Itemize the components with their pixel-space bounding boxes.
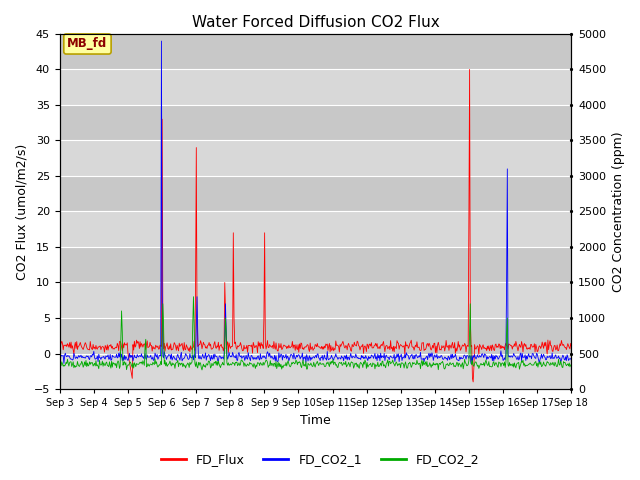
FD_Flux xyxy=(466,67,474,72)
FD_CO2_1 xyxy=(198,356,205,362)
Line: FD_CO2_2: FD_CO2_2 xyxy=(60,297,572,370)
Y-axis label: CO2 Concentration (ppm): CO2 Concentration (ppm) xyxy=(612,131,625,292)
Bar xyxy=(60,176,572,212)
FD_CO2_2 xyxy=(56,363,63,369)
FD_CO2_2 xyxy=(568,362,575,368)
Bar xyxy=(60,141,572,176)
FD_CO2_1 xyxy=(56,354,63,360)
FD_CO2_2 xyxy=(118,308,125,314)
FD_Flux xyxy=(196,338,204,344)
FD_Flux xyxy=(469,379,477,385)
FD_CO2_1 xyxy=(170,355,178,360)
FD_Flux xyxy=(118,344,125,350)
FD_Flux xyxy=(568,344,575,349)
FD_CO2_1 xyxy=(118,351,125,357)
Bar xyxy=(60,105,572,141)
Bar xyxy=(60,34,572,70)
FD_Flux xyxy=(392,346,400,351)
Bar xyxy=(60,318,572,353)
FD_CO2_2 xyxy=(170,361,177,367)
FD_Flux xyxy=(65,344,73,350)
Text: MB_fd: MB_fd xyxy=(67,37,108,50)
FD_CO2_2 xyxy=(65,363,73,369)
FD_CO2_1 xyxy=(467,361,475,367)
Bar xyxy=(60,353,572,389)
FD_CO2_1 xyxy=(65,353,73,359)
X-axis label: Time: Time xyxy=(300,414,331,427)
FD_CO2_1 xyxy=(393,351,401,357)
Y-axis label: CO2 Flux (umol/m2/s): CO2 Flux (umol/m2/s) xyxy=(15,144,28,280)
FD_CO2_1 xyxy=(157,38,165,44)
FD_CO2_1 xyxy=(378,353,386,359)
FD_CO2_2 xyxy=(198,365,205,371)
FD_CO2_1 xyxy=(568,357,575,363)
Bar xyxy=(60,212,572,247)
Line: FD_Flux: FD_Flux xyxy=(60,70,572,382)
Bar xyxy=(60,283,572,318)
FD_CO2_2 xyxy=(379,358,387,364)
Bar xyxy=(60,247,572,283)
FD_Flux xyxy=(170,343,177,349)
Bar xyxy=(60,70,572,105)
FD_Flux xyxy=(56,339,63,345)
FD_Flux xyxy=(378,342,385,348)
FD_CO2_2 xyxy=(394,363,401,369)
FD_CO2_2 xyxy=(189,294,197,300)
Title: Water Forced Diffusion CO2 Flux: Water Forced Diffusion CO2 Flux xyxy=(191,15,440,30)
FD_CO2_2 xyxy=(198,367,206,373)
Legend: FD_Flux, FD_CO2_1, FD_CO2_2: FD_Flux, FD_CO2_1, FD_CO2_2 xyxy=(156,448,484,471)
Line: FD_CO2_1: FD_CO2_1 xyxy=(60,41,572,364)
